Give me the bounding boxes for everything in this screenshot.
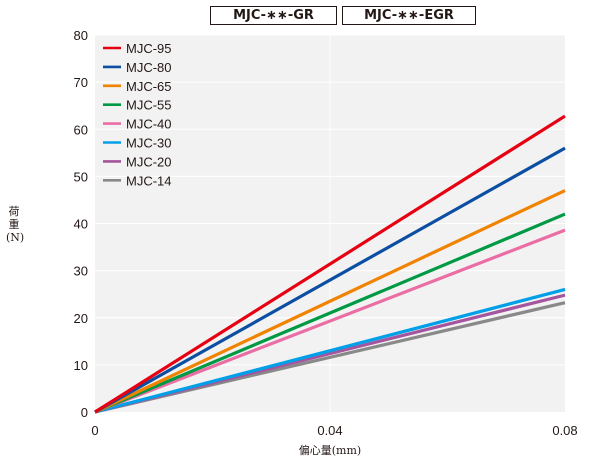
legend-label: MJC-55 bbox=[126, 98, 172, 113]
chart-title-egr: MJC-∗∗-EGR bbox=[342, 6, 476, 25]
series-line bbox=[94, 114, 566, 414]
y-tick-label: 0 bbox=[81, 405, 88, 420]
y-tick-labels: 0 10 20 30 40 50 60 70 80 bbox=[74, 28, 88, 420]
y-tick-label: 20 bbox=[74, 311, 88, 326]
series-line bbox=[94, 287, 566, 414]
series-line bbox=[94, 212, 566, 414]
y-axis-label: 荷重(N) bbox=[6, 205, 25, 244]
legend-label: MJC-30 bbox=[126, 136, 172, 151]
y-tick-label: 40 bbox=[74, 217, 88, 232]
x-tick-labels: 0 0.04 0.08 bbox=[91, 423, 577, 438]
y-tick-label: 60 bbox=[74, 122, 88, 137]
legend-label: MJC-20 bbox=[126, 154, 172, 169]
y-tick-label: 50 bbox=[74, 169, 88, 184]
x-tick-label: 0.08 bbox=[552, 423, 577, 438]
y-tick-label: 30 bbox=[74, 264, 88, 279]
x-tick-label: 0 bbox=[91, 423, 98, 438]
legend-label: MJC-40 bbox=[126, 117, 172, 132]
legend-label: MJC-14 bbox=[126, 173, 172, 188]
y-tick-label: 70 bbox=[74, 75, 88, 90]
x-tick-label: 0.04 bbox=[317, 423, 342, 438]
series-line bbox=[94, 189, 566, 414]
y-tick-label: 10 bbox=[74, 358, 88, 373]
legend-label: MJC-95 bbox=[126, 41, 172, 56]
chart-title-gr: MJC-∗∗-GR bbox=[210, 6, 337, 25]
y-tick-label: 80 bbox=[74, 28, 88, 43]
grid-lines bbox=[95, 34, 565, 412]
legend-label: MJC-65 bbox=[126, 79, 172, 94]
legend-label: MJC-80 bbox=[126, 60, 172, 75]
series-line bbox=[94, 146, 566, 414]
series-line bbox=[94, 228, 566, 414]
legend: MJC-95 MJC-80 MJC-65 MJC-55 MJC-40 MJC-30 MJC-… bbox=[103, 41, 172, 188]
series-lines bbox=[94, 114, 566, 414]
x-axis-label: 偏心量(mm) bbox=[298, 444, 362, 457]
